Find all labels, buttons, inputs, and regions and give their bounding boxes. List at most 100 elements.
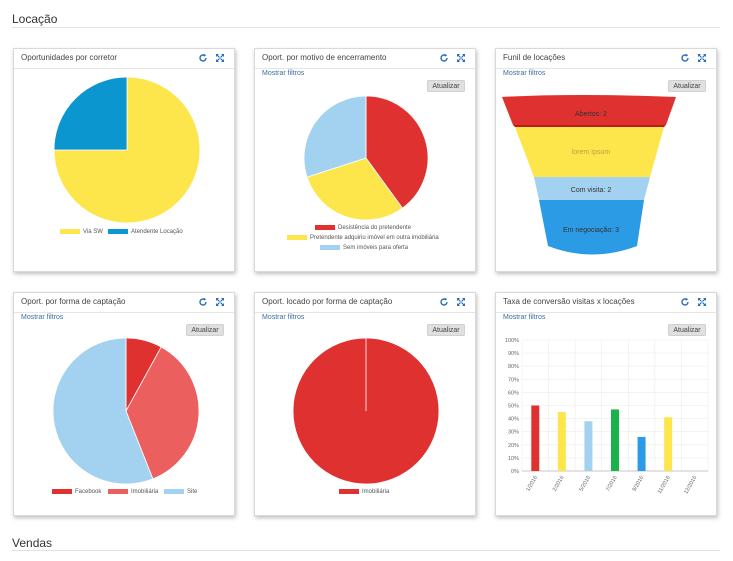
legend-label: Pretendente adquiriu imóvel em outra imo…	[310, 235, 439, 242]
legend-label: Site	[187, 489, 198, 496]
card-taxa-conversao: Taxa de conversão visitas x locações Mos…	[495, 292, 717, 516]
card-title: Oport. por forma de captação	[21, 297, 126, 306]
legend-item: Imobiliária	[339, 489, 389, 495]
legend-item: Desistência do pretendente	[315, 225, 411, 231]
show-filters-link[interactable]: Mostrar filtros	[262, 70, 305, 77]
y-tick-label: 20%	[508, 443, 519, 449]
legend-item: Imobiliária	[108, 489, 158, 495]
funnel-stage-em-negociacao	[539, 200, 644, 255]
legend-item: Via SW	[60, 229, 103, 235]
legend-label: Sem imóveis para oferta	[343, 245, 409, 252]
legend-item: Pretendente adquiriu imóvel em outra imo…	[287, 235, 439, 241]
legend-item: Site	[164, 489, 197, 495]
funnel-label: Com visita: 2	[571, 187, 612, 194]
funnel-stage-abertos	[502, 95, 676, 125]
section-divider	[12, 550, 720, 551]
x-tick-label: 9/2016	[632, 475, 646, 493]
section-divider	[12, 27, 720, 28]
pie-slice-imobili-ria	[125, 346, 200, 480]
pie-slice-site	[52, 337, 154, 485]
show-filters-link[interactable]: Mostrar filtros	[262, 314, 305, 321]
y-tick-label: 10%	[508, 456, 519, 462]
y-tick-label: 90%	[508, 351, 519, 357]
show-filters-link[interactable]: Mostrar filtros	[503, 70, 546, 77]
show-filters-link[interactable]: Mostrar filtros	[503, 314, 546, 321]
y-tick-label: 100%	[505, 338, 519, 344]
pie-chart-captacao	[52, 337, 200, 485]
card-title: Funil de locações	[503, 53, 566, 62]
card-header: Funil de locações	[496, 49, 716, 69]
card-oportunidades-por-corretor: Oportunidades por corretor Via SW Atende…	[13, 48, 235, 272]
update-button[interactable]: Atualizar	[186, 324, 224, 336]
card-header: Oportunidades por corretor	[14, 49, 234, 69]
refresh-icon[interactable]	[439, 297, 449, 307]
funnel-label: lorem Ipsum	[572, 149, 611, 156]
funnel-label: Abertos: 2	[575, 111, 607, 118]
x-tick-label: 5/2016	[579, 475, 593, 493]
expand-icon[interactable]	[456, 53, 466, 63]
card-title: Taxa de conversão visitas x locações	[503, 297, 635, 306]
legend-label: Desistência do pretendente	[338, 225, 412, 232]
update-button[interactable]: Atualizar	[668, 80, 706, 92]
card-header: Taxa de conversão visitas x locações	[496, 293, 716, 313]
update-button[interactable]: Atualizar	[427, 324, 465, 336]
pie-chart-encerramento	[303, 95, 429, 221]
x-tick-label: 12/2016	[683, 475, 698, 495]
legend-label: Facebook	[75, 489, 102, 496]
y-tick-label: 60%	[508, 390, 519, 396]
pie-slice-desist-ncia-do-pretendente	[365, 95, 429, 209]
funnel-stage-com-visita	[534, 177, 650, 200]
card-locado-forma-captacao: Oport. locado por forma de captação Most…	[254, 292, 476, 516]
card-title: Oport. locado por forma de captação	[262, 297, 393, 306]
x-tick-label: 2/2016	[552, 475, 566, 493]
pie-slice-sem-im-veis-para-oferta	[303, 95, 367, 178]
update-button[interactable]: Atualizar	[427, 80, 465, 92]
legend-item: Sem imóveis para oferta	[320, 245, 408, 251]
refresh-icon[interactable]	[439, 53, 449, 63]
card-title: Oportunidades por corretor	[21, 53, 118, 62]
expand-icon[interactable]	[697, 53, 707, 63]
pie-slice-atendente-loca-o	[53, 76, 128, 151]
expand-icon[interactable]	[215, 53, 225, 63]
funnel-chart: Abertos: 2 lorem Ipsum Com visita: 2 Em …	[502, 95, 676, 255]
y-tick-label: 0%	[511, 469, 519, 475]
legend-label: Imobiliária	[362, 489, 390, 496]
pie-slice-via-sw	[53, 76, 201, 224]
y-tick-label: 70%	[508, 377, 519, 383]
y-tick-label: 30%	[508, 430, 519, 436]
x-tick-label: 1/2016	[525, 475, 539, 493]
legend-label: Imobiliária	[131, 489, 159, 496]
legend-item: Atendente Locação	[108, 229, 183, 235]
section-title-vendas: Vendas	[12, 536, 53, 550]
bar-2-2016	[557, 412, 566, 471]
y-tick-label: 40%	[508, 417, 519, 423]
section-title-locacao: Locação	[12, 12, 58, 26]
refresh-icon[interactable]	[198, 297, 208, 307]
legend-item: Facebook	[52, 489, 101, 495]
legend-label: Atendente Locação	[131, 229, 183, 236]
x-tick-label: 7/2016	[605, 475, 619, 493]
funnel-stage-lorem-ipsum	[515, 127, 664, 177]
bar-chart-conversao: 0% 10% 20% 30% 40% 50% 60% 70% 80% 90% 100% 1/2016 2…	[505, 338, 709, 495]
expand-icon[interactable]	[456, 297, 466, 307]
card-header: Oport. por forma de captação	[14, 293, 234, 313]
bar-5-2016	[584, 421, 593, 471]
update-button[interactable]: Atualizar	[668, 324, 706, 336]
expand-icon[interactable]	[697, 297, 707, 307]
bar-1-2016	[531, 405, 540, 471]
x-tick-label: 11/2016	[657, 475, 672, 495]
refresh-icon[interactable]	[680, 53, 690, 63]
funnel-stage-shadow	[513, 125, 666, 127]
pie-chart-locado	[292, 337, 440, 485]
card-title: Oport. por motivo de encerramento	[262, 53, 387, 62]
refresh-icon[interactable]	[198, 53, 208, 63]
show-filters-link[interactable]: Mostrar filtros	[21, 314, 64, 321]
card-motivo-encerramento: Oport. por motivo de encerramento Mostra…	[254, 48, 476, 272]
card-header: Oport. locado por forma de captação	[255, 293, 475, 313]
card-forma-captacao: Oport. por forma de captação Mostrar fil…	[13, 292, 235, 516]
legend-label: Via SW	[83, 229, 103, 236]
expand-icon[interactable]	[215, 297, 225, 307]
bar-9-2016	[637, 436, 646, 471]
y-tick-label: 80%	[508, 364, 519, 370]
refresh-icon[interactable]	[680, 297, 690, 307]
